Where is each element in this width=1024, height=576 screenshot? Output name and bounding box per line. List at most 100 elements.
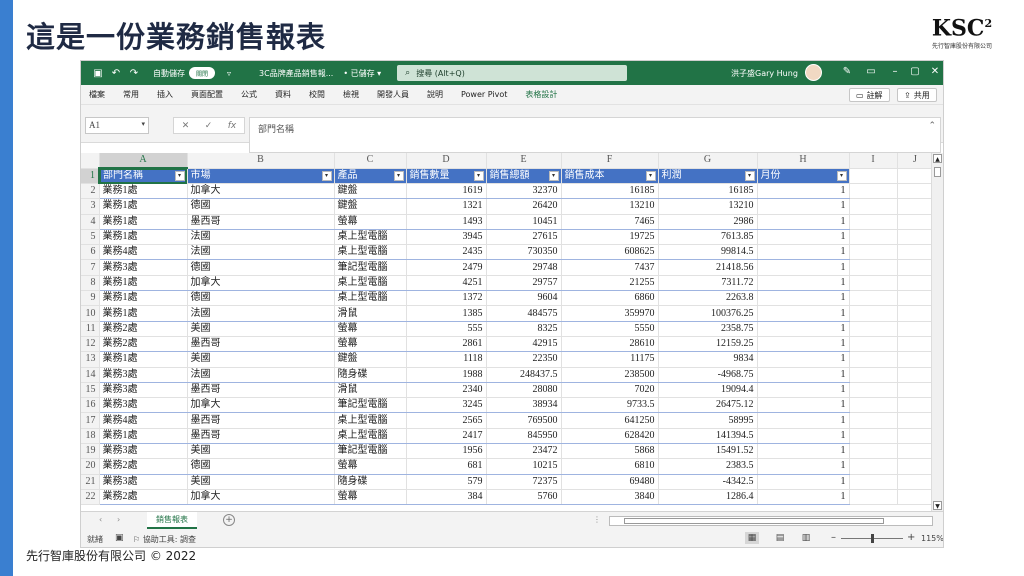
table-cell[interactable]: 墨西哥 [187, 214, 335, 230]
table-cell[interactable]: 美國 [187, 321, 335, 337]
chevron-down-icon[interactable]: ▾ [141, 120, 145, 128]
accessibility-status[interactable]: ⚐ 協助工具: 調查 [133, 534, 196, 545]
table-cell[interactable]: 1988 [406, 367, 487, 383]
tab-home[interactable]: 常用 [123, 90, 139, 99]
table-cell[interactable]: 2565 [406, 412, 487, 429]
table-cell[interactable]: 27615 [486, 229, 562, 246]
table-cell[interactable]: 58995 [658, 412, 758, 429]
table-cell[interactable]: 1 [757, 290, 850, 307]
table-header-cell[interactable]: 利潤 ▾ [658, 168, 758, 184]
table-cell[interactable]: 21418.56 [658, 259, 758, 276]
collapse-formula-bar-icon[interactable]: ⌃ [928, 120, 936, 130]
table-header-cell[interactable]: 部門名稱 ▾ [99, 168, 188, 184]
empty-cell[interactable] [897, 397, 934, 414]
table-cell[interactable]: 4251 [406, 275, 487, 292]
filter-dropdown-icon[interactable]: ▾ [174, 171, 185, 181]
table-header-cell[interactable]: 銷售數量 ▾ [406, 168, 487, 184]
table-cell[interactable]: 1493 [406, 214, 487, 230]
table-header-cell[interactable]: 月份 ▾ [757, 168, 850, 184]
table-cell[interactable]: 7465 [561, 214, 659, 230]
table-cell[interactable]: 2358.75 [658, 321, 758, 337]
table-cell[interactable]: 業務3處 [99, 259, 188, 276]
table-cell[interactable]: 2435 [406, 244, 487, 261]
empty-cell[interactable] [849, 244, 898, 261]
zoom-out-icon[interactable]: – [831, 532, 836, 543]
table-cell[interactable]: 1 [757, 412, 850, 429]
row-number[interactable]: 17 [81, 412, 100, 429]
table-cell[interactable]: 1 [757, 244, 850, 261]
table-cell[interactable]: 德國 [187, 198, 335, 215]
table-cell[interactable]: 9604 [486, 290, 562, 307]
table-cell[interactable]: 業務3處 [99, 382, 188, 399]
customize-qat-icon[interactable]: ▿ [227, 68, 232, 78]
empty-cell[interactable] [897, 489, 934, 506]
row-number[interactable]: 20 [81, 458, 100, 475]
horizontal-scrollbar[interactable] [609, 516, 933, 526]
tab-file[interactable]: 檔案 [89, 90, 105, 99]
table-cell[interactable]: 墨西哥 [187, 428, 335, 445]
table-cell[interactable]: 桌上型電腦 [334, 290, 407, 307]
row-number[interactable]: 14 [81, 367, 100, 383]
table-cell[interactable]: 769500 [486, 412, 562, 429]
table-cell[interactable]: 16185 [561, 183, 659, 200]
ribbon-display-icon[interactable]: ▭ [866, 66, 876, 77]
table-cell[interactable]: 9733.5 [561, 397, 659, 414]
table-cell[interactable]: 鍵盤 [334, 351, 407, 368]
table-cell[interactable]: 鍵盤 [334, 198, 407, 215]
table-cell[interactable]: 桌上型電腦 [334, 275, 407, 292]
tab-formulas[interactable]: 公式 [241, 90, 257, 99]
empty-cell[interactable] [897, 474, 934, 490]
table-cell[interactable]: 681 [406, 458, 487, 475]
table-cell[interactable]: 5760 [486, 489, 562, 506]
table-cell[interactable]: 19725 [561, 229, 659, 246]
table-cell[interactable]: 螢幕 [334, 214, 407, 230]
table-cell[interactable]: 1321 [406, 198, 487, 215]
table-cell[interactable]: 墨西哥 [187, 412, 335, 429]
empty-cell[interactable] [849, 321, 898, 337]
empty-cell[interactable] [849, 443, 898, 460]
table-cell[interactable]: 滑鼠 [334, 382, 407, 399]
table-header-cell[interactable]: 市場 ▾ [187, 168, 335, 184]
table-cell[interactable]: 業務2處 [99, 458, 188, 475]
tab-help[interactable]: 說明 [427, 90, 443, 99]
close-icon[interactable]: ✕ [930, 66, 940, 77]
table-cell[interactable]: 10451 [486, 214, 562, 230]
table-cell[interactable]: 螢幕 [334, 489, 407, 506]
scroll-down-icon[interactable]: ▼ [933, 501, 942, 510]
table-cell[interactable]: 筆記型電腦 [334, 397, 407, 414]
page-break-view-icon[interactable]: ▥ [801, 533, 811, 543]
table-cell[interactable]: 加拿大 [187, 275, 335, 292]
table-cell[interactable]: -4342.5 [658, 474, 758, 490]
empty-cell[interactable] [897, 198, 934, 215]
table-cell[interactable]: 隨身碟 [334, 474, 407, 490]
empty-cell[interactable] [897, 229, 934, 246]
table-cell[interactable]: 1 [757, 259, 850, 276]
add-sheet-icon[interactable]: + [223, 514, 235, 526]
empty-cell[interactable] [897, 443, 934, 460]
table-cell[interactable]: 13210 [561, 198, 659, 215]
table-cell[interactable]: 德國 [187, 290, 335, 307]
user-name[interactable]: 洪子盛Gary Hung [731, 69, 798, 78]
tab-power-pivot[interactable]: Power Pivot [461, 90, 508, 99]
table-cell[interactable]: 1 [757, 397, 850, 414]
function-icon[interactable]: fx [227, 120, 237, 131]
filter-dropdown-icon[interactable]: ▾ [548, 170, 559, 181]
empty-cell[interactable] [849, 275, 898, 292]
column-header[interactable]: A [99, 153, 188, 169]
table-cell[interactable]: 72375 [486, 474, 562, 490]
row-number[interactable]: 10 [81, 305, 100, 322]
empty-cell[interactable] [897, 214, 934, 230]
table-cell[interactable]: 1956 [406, 443, 487, 460]
column-header[interactable]: B [187, 153, 335, 169]
table-cell[interactable]: 248437.5 [486, 367, 562, 383]
row-number[interactable]: 2 [81, 183, 100, 200]
table-cell[interactable]: 22350 [486, 351, 562, 368]
table-cell[interactable]: 2417 [406, 428, 487, 445]
table-cell[interactable]: 1 [757, 214, 850, 230]
empty-cell[interactable] [897, 428, 934, 445]
empty-cell[interactable] [897, 275, 934, 292]
tab-splitter-icon[interactable]: ⋮ [593, 515, 601, 524]
excel-app-icon[interactable]: ▣ [93, 67, 103, 79]
row-number[interactable]: 21 [81, 474, 100, 490]
empty-cell[interactable] [849, 474, 898, 490]
